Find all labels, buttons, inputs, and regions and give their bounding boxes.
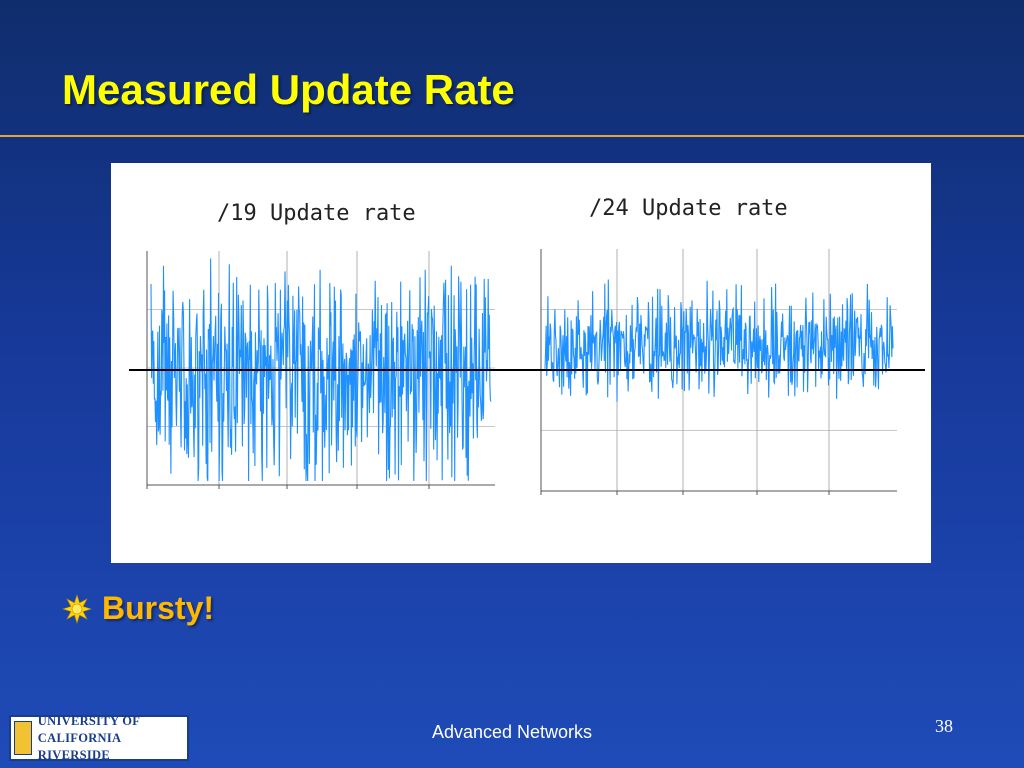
chart-19-title: /19 Update rate	[217, 201, 416, 226]
chart-19: /19 Update rate	[146, 201, 495, 489]
ucr-seal-icon	[14, 721, 32, 755]
logo-line-2: RIVERSIDE	[37, 747, 110, 762]
chart-19-axes	[146, 251, 495, 489]
update-rate-charts: /19 Update rate /24 Update rate	[129, 196, 925, 495]
bullet-item: Bursty!	[62, 590, 214, 627]
chart-24-series	[544, 279, 894, 402]
slide-title: Measured Update Rate	[62, 66, 515, 113]
chart-19-series	[150, 258, 492, 482]
sunburst-bullet-icon	[62, 593, 92, 624]
chart-24: /24 Update rate	[540, 196, 897, 495]
chart-24-title: /24 Update rate	[589, 196, 788, 221]
page-number: 38	[935, 716, 953, 736]
ucr-logo: UNIVERSITY OF CALIFORNIA RIVERSIDE	[9, 713, 189, 762]
title-divider	[0, 135, 1024, 137]
bullet-text: Bursty!	[102, 590, 215, 626]
update-rate-series-line	[544, 279, 894, 402]
update-rate-series-line	[150, 258, 492, 482]
logo-line-1: UNIVERSITY OF CALIFORNIA	[37, 713, 140, 745]
chart-24-axes	[540, 249, 897, 495]
update-rate-figure: /19 Update rate /24 Update rate	[111, 163, 931, 563]
footer-text: Advanced Networks	[431, 722, 593, 742]
